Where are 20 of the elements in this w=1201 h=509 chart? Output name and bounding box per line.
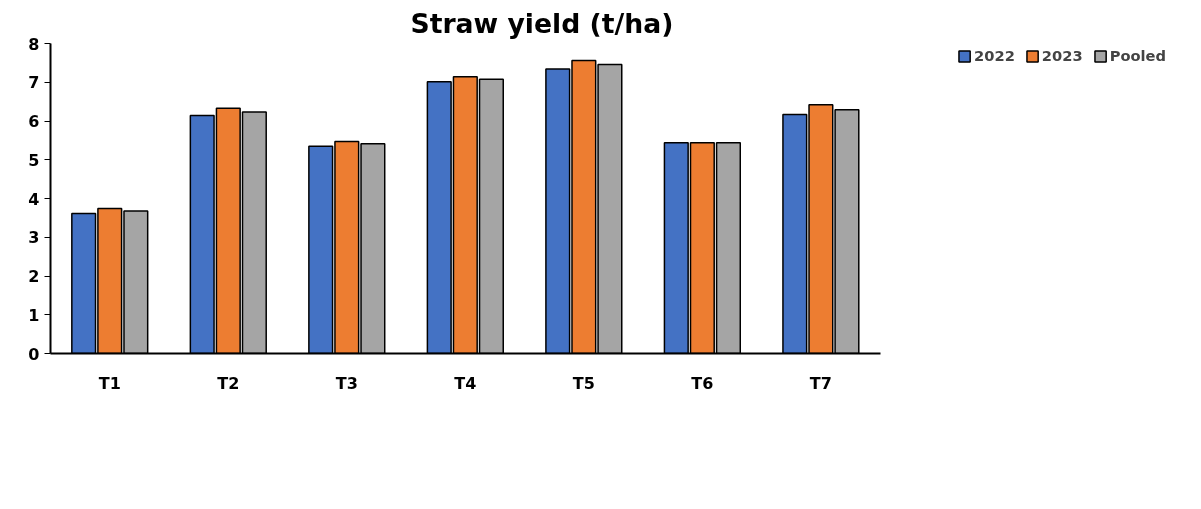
legend-label: Pooled (1109, 47, 1166, 64)
x-tick-label: T5 (572, 373, 595, 393)
x-tick-label: T1 (98, 373, 121, 393)
y-tick-label: 8 (28, 34, 40, 54)
y-tick-label: 0 (28, 344, 40, 364)
x-tick-label: T4 (454, 373, 477, 393)
y-tick-label: 7 (28, 73, 40, 93)
y-tick-label: 6 (28, 112, 40, 131)
y-tick-label: 1 (28, 305, 40, 325)
y-tick-label: 4 (28, 189, 40, 209)
y-tick-label: 3 (28, 228, 40, 248)
x-tick-label: T2 (217, 373, 240, 393)
chart-title: Straw yield (t/ha) (410, 7, 674, 39)
x-tick-label: T7 (809, 373, 832, 393)
x-tick-label: T3 (335, 373, 358, 393)
legend-label: 2022 (974, 47, 1015, 64)
y-tick-label: 2 (28, 267, 40, 286)
legend-label: 2023 (1041, 47, 1083, 64)
y-tick-label: 5 (28, 150, 40, 170)
x-tick-label: T6 (691, 373, 714, 393)
